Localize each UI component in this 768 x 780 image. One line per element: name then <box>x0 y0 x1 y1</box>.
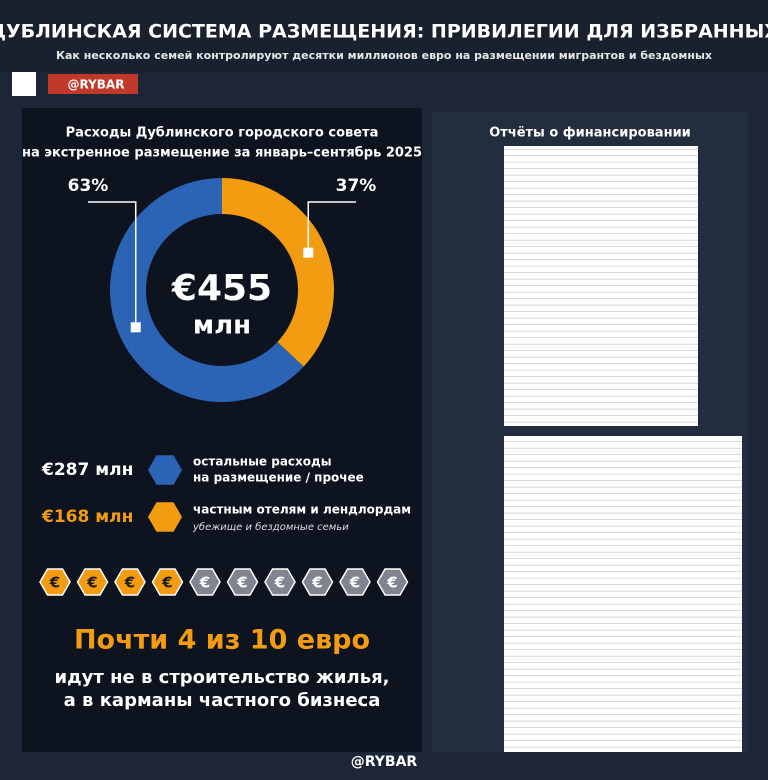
report-image <box>504 146 698 426</box>
chart-title: на экстренное размещение за январь–сентя… <box>22 146 422 161</box>
leader-line <box>307 201 356 253</box>
euro-symbol: € <box>386 574 397 592</box>
report-image <box>504 436 742 752</box>
euro-icon <box>151 568 184 596</box>
leader-line <box>88 201 137 328</box>
left-card <box>22 108 422 752</box>
legend-label: на размещение / прочее <box>193 471 364 485</box>
title: ДУБЛИНСКАЯ СИСТЕМА РАЗМЕЩЕНИЯ: ПРИВИЛЕГИ… <box>0 21 768 43</box>
brand-badge <box>48 74 138 94</box>
legend-amount: €168 млн <box>41 507 133 527</box>
legend-label: частным отелям и лендлордам <box>193 503 411 517</box>
center-amount: €455 <box>171 268 272 309</box>
euro-icon <box>376 568 409 596</box>
chart-title: Расходы Дублинского городского совета <box>66 126 379 141</box>
value-label: 63% <box>68 176 109 196</box>
legend-note: убежище и бездомные семьи <box>192 521 349 533</box>
center-unit: млн <box>193 311 251 341</box>
legend-swatch <box>148 502 182 532</box>
euro-icon <box>189 568 221 596</box>
euro-symbol: € <box>349 574 360 592</box>
subtitle: Как несколько семей контролируют десятки… <box>56 49 712 62</box>
euro-icon <box>114 568 146 596</box>
euro-icon <box>264 568 296 596</box>
euro-icon <box>76 568 109 596</box>
euro-symbol: € <box>161 574 172 592</box>
euro-symbol: € <box>236 574 247 592</box>
euro-symbol: € <box>311 574 322 592</box>
euro-icon <box>39 568 71 596</box>
legend-label: остальные расходы <box>193 455 332 469</box>
header-band <box>0 0 768 72</box>
qr-code <box>12 72 36 96</box>
reports-title: Отчёты о финансировании <box>489 126 691 141</box>
euro-symbol: € <box>199 574 210 592</box>
euro-symbol: € <box>274 574 285 592</box>
euro-icon <box>301 568 334 596</box>
value-label: 37% <box>336 176 377 196</box>
leader-dot <box>303 247 314 258</box>
euro-symbol: € <box>49 574 60 592</box>
euro-icon <box>339 568 371 596</box>
conclusion-text: идут не в строительство жилья, <box>55 667 390 688</box>
leader-dot <box>130 322 141 333</box>
footer-brand: @RYBAR <box>351 754 418 770</box>
donut-slice <box>222 178 335 367</box>
headline: Почти 4 из 10 евро <box>74 625 370 656</box>
euro-icon <box>226 568 259 596</box>
euro-symbol: € <box>86 574 97 592</box>
legend-amount: €287 млн <box>41 460 133 480</box>
conclusion-text: а в карманы частного бизнеса <box>64 690 381 711</box>
brand: @RYBAR <box>68 78 125 92</box>
legend-swatch <box>148 455 182 485</box>
donut-slice <box>110 178 304 402</box>
euro-symbol: € <box>124 574 135 592</box>
